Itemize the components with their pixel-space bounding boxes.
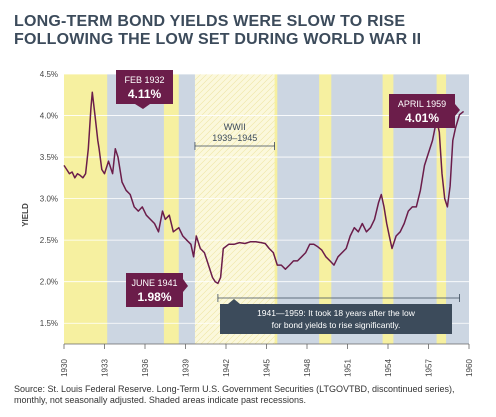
x-tick-label: 1948: [303, 359, 312, 377]
hatch-line: [194, 185, 275, 267]
callout-date: FEB 1932: [124, 75, 164, 85]
hatch-line: [200, 269, 275, 344]
hatch-line: [194, 107, 275, 189]
hatch-line: [194, 251, 275, 333]
note-line-1: 1941—1959: It took 18 years after the lo…: [257, 308, 416, 318]
recession-band: [319, 74, 332, 344]
hatch-line: [218, 287, 275, 344]
x-tick-label: 1960: [465, 359, 474, 377]
hatch-line: [194, 113, 275, 195]
recession-band: [64, 74, 108, 344]
annotation-callout: JUNE 1941 1.98%: [126, 273, 188, 307]
hatch-line: [194, 179, 275, 261]
hatch-line: [194, 239, 275, 321]
hatch-line: [194, 161, 275, 243]
note-callout: 1941—1959: It took 18 years after the lo…: [217, 294, 460, 334]
x-tick-label: 1954: [384, 359, 393, 377]
wwii-label-title: WWII: [224, 122, 246, 132]
callout-value: 4.11%: [128, 87, 162, 101]
hatch-line: [194, 74, 250, 129]
y-tick-label: 2.0%: [40, 278, 58, 287]
hatch-line: [194, 74, 256, 135]
wwii-band: [194, 74, 275, 344]
callout-pointer: [183, 279, 188, 292]
hatch-line: [194, 221, 275, 303]
x-tick-label: 1936: [141, 359, 150, 377]
callout-box: [389, 94, 455, 128]
hatch-line: [224, 293, 275, 344]
hatch-line: [194, 101, 275, 183]
yield-line: [63, 91, 465, 285]
hatch-line: [194, 143, 275, 225]
recession-band: [382, 74, 394, 344]
annotation-callout: APRIL 1959 4.01%: [389, 94, 460, 128]
wwii-hatching: [194, 74, 275, 344]
hatch-line: [194, 89, 275, 171]
hatch-line: [194, 233, 275, 315]
chart-title-line-2: FOLLOWING THE LOW SET DURING WORLD WAR I…: [14, 31, 422, 48]
y-tick-label: 3.0%: [40, 195, 58, 204]
hatch-line: [194, 203, 275, 285]
hatch-line: [194, 83, 275, 165]
x-axis-tick-labels: 1930 1933 1936 1939 1942 1945 1948 1951 1954 1957…: [60, 359, 474, 377]
hatch-line: [194, 95, 275, 177]
hatch-line: [194, 167, 275, 249]
y-axis-title: YIELD: [21, 203, 30, 227]
x-tick-label: 1945: [263, 359, 272, 377]
callout-date: JUNE 1941: [131, 278, 177, 288]
y-tick-label: 4.5%: [40, 70, 58, 79]
note-line-2: for bond yields to rise significantly.: [272, 320, 401, 330]
y-axis-label: YIELD: [21, 203, 30, 227]
callout-box: [126, 273, 183, 307]
hatch-line: [194, 137, 275, 219]
chart-title: LONG-TERM BOND YIELDS WERE SLOW TO RISE …: [14, 13, 484, 49]
note-box: [220, 304, 452, 334]
note-pointer: [228, 299, 240, 304]
hatch-line: [194, 197, 275, 279]
y-axis-tick-labels: 1.5% 2.0% 2.5% 3.0% 3.5% 4.0% 4.5%: [40, 70, 58, 328]
y-tick-label: 4.0%: [40, 112, 58, 121]
hatch-line: [194, 245, 275, 327]
callout-value: 4.01%: [405, 111, 439, 125]
hatch-line: [194, 77, 275, 159]
hatch-line: [194, 149, 275, 231]
hatch-line: [194, 74, 262, 141]
y-tick-label: 2.5%: [40, 236, 58, 245]
callout-box: [116, 70, 173, 104]
hatch-line: [194, 74, 244, 123]
callout-date: APRIL 1959: [398, 99, 446, 109]
x-tick-label: 1942: [222, 359, 231, 377]
x-tick-label: 1957: [425, 359, 434, 377]
x-tick-label: 1933: [101, 359, 110, 377]
callout-pointer: [455, 104, 460, 116]
y-tick-label: 1.5%: [40, 319, 58, 328]
hatch-line: [194, 263, 275, 344]
x-tick-label: 1930: [60, 359, 69, 377]
annotations: FEB 1932 4.11% JUNE 1941 1.98% APRIL 1959 4.0…: [116, 70, 460, 307]
hatch-line: [194, 74, 274, 153]
x-tick-label: 1939: [182, 359, 191, 377]
hatch-line: [212, 281, 275, 344]
callout-value: 1.98%: [137, 290, 171, 304]
source-note: Source: St. Louis Federal Reserve. Long-…: [14, 384, 455, 405]
hatch-line: [194, 257, 275, 339]
hatch-line: [194, 74, 268, 147]
hatch-line: [194, 191, 275, 273]
chart-title-line-1: LONG-TERM BOND YIELDS WERE SLOW TO RISE: [14, 13, 406, 30]
callout-pointer: [135, 104, 150, 109]
hatch-line: [194, 155, 275, 237]
hatch-line: [194, 227, 275, 309]
yield-series: [63, 91, 465, 285]
x-tick-label: 1951: [344, 359, 353, 377]
annotation-callout: FEB 1932 4.11%: [116, 70, 173, 109]
hatch-line: [206, 275, 275, 344]
recession-band: [436, 74, 447, 344]
hatch-line: [194, 173, 275, 255]
wwii-label-years: 1939–1945: [212, 133, 257, 143]
y-tick-label: 3.5%: [40, 153, 58, 162]
hatch-line: [194, 131, 275, 213]
